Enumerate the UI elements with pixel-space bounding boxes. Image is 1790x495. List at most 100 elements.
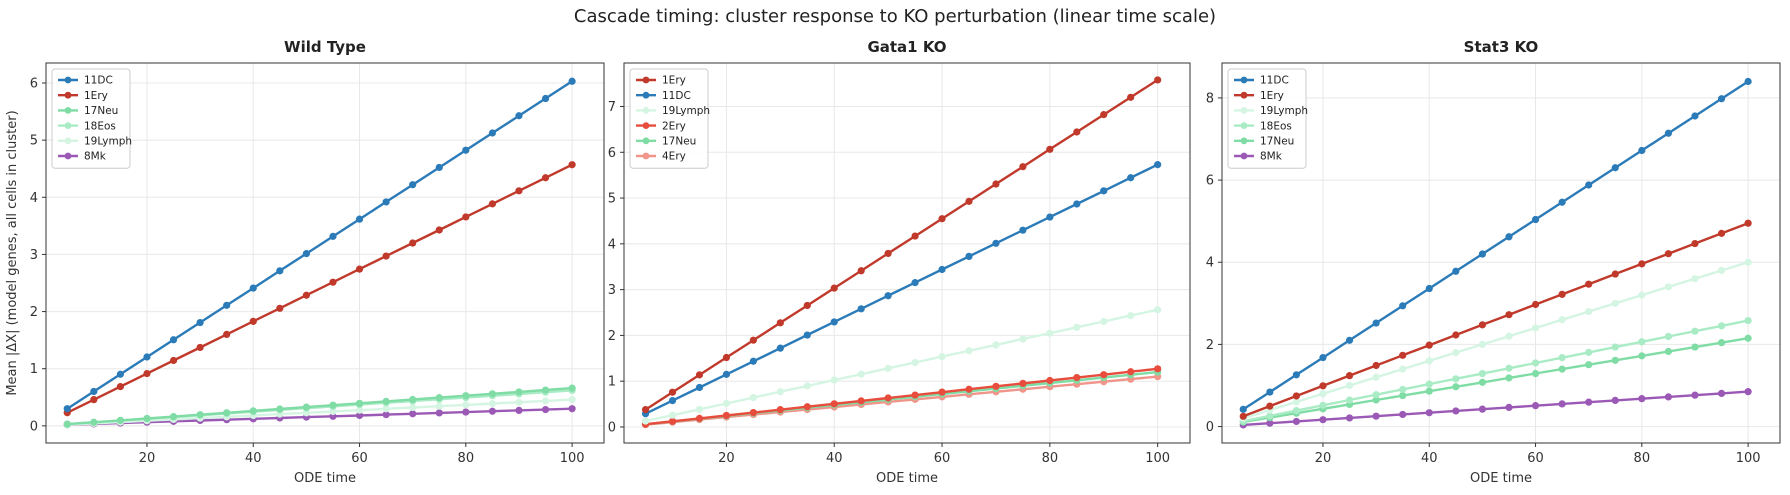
series-11DC [63, 77, 576, 413]
data-point-17Neu [302, 403, 310, 411]
data-point-2Ery [911, 391, 919, 399]
data-point-11DC [992, 239, 1000, 247]
series-line-17Neu [1243, 337, 1749, 424]
data-point-19Lymph [1611, 299, 1619, 307]
panel-title: Gata1 KO [867, 38, 946, 56]
y-tick-label: 6 [30, 77, 38, 92]
x-tick-label: 40 [245, 451, 262, 466]
legend-label-1Ery: 1Ery [84, 90, 108, 102]
data-point-11DC [1154, 161, 1162, 169]
data-point-11DC [722, 370, 731, 378]
data-point-1Ery [1664, 250, 1672, 258]
data-point-8Mk [1611, 396, 1619, 405]
data-point-17Neu [143, 414, 151, 423]
data-point-19Lymph [462, 401, 470, 409]
data-point-19Lymph [1372, 373, 1380, 381]
legend-marker-11DC [64, 76, 72, 84]
data-point-17Neu [63, 420, 71, 428]
data-point-8Mk [1425, 409, 1433, 417]
series-line-17Neu [67, 386, 573, 426]
data-point-19Lymph [515, 398, 523, 406]
data-point-1Ery [1372, 361, 1380, 370]
legend-label-18Eos: 18Eos [1260, 120, 1292, 132]
data-point-2Ery [992, 382, 1000, 390]
y-tick-label: 6 [608, 146, 616, 161]
data-point-2Ery [776, 406, 784, 414]
legend-marker-11DC [642, 91, 650, 99]
data-point-19Lymph [803, 382, 811, 390]
data-point-1Ery [776, 319, 784, 327]
legend-marker-1Ery [64, 91, 72, 99]
data-point-11DC [143, 353, 151, 361]
legend-label-17Neu: 17Neu [84, 105, 118, 117]
data-point-1Ery [409, 239, 417, 247]
data-point-1Ery [695, 371, 704, 379]
data-point-11DC [1691, 112, 1699, 120]
data-point-19Lymph [695, 405, 704, 413]
legend-label-11DC: 11DC [662, 90, 691, 102]
x-tick-label: 80 [458, 451, 475, 466]
data-point-1Ery [1399, 351, 1407, 359]
data-point-1Ery [1611, 270, 1619, 278]
data-point-1Ery [1638, 260, 1646, 268]
data-point-19Lymph [1531, 324, 1540, 332]
data-point-19Lymph [1452, 349, 1460, 357]
data-point-1Ery [1691, 239, 1699, 248]
data-point-11DC [302, 250, 310, 258]
data-point-1Ery [382, 252, 390, 260]
legend-label-2Ery: 2Ery [662, 120, 686, 132]
data-point-17Neu [435, 394, 443, 402]
data-point-11DC [803, 331, 811, 339]
data-point-1Ery [668, 388, 677, 396]
data-point-18Eos [1717, 322, 1726, 330]
series-line-11DC [645, 163, 1159, 415]
series-line-18Eos [1243, 319, 1749, 423]
data-point-11DC [1292, 371, 1300, 379]
x-tick-label: 40 [1421, 451, 1438, 466]
legend-marker-4Ery [642, 152, 650, 160]
data-point-17Neu [1505, 374, 1513, 382]
data-point-17Neu [515, 388, 523, 396]
data-point-18Eos [1372, 391, 1380, 399]
x-tick-label: 100 [1145, 451, 1170, 466]
data-point-2Ery [1046, 376, 1054, 385]
data-point-8Mk [1664, 393, 1672, 401]
data-point-19Lymph [884, 364, 892, 372]
data-point-11DC [911, 279, 919, 287]
data-point-17Neu [1399, 391, 1407, 400]
data-point-19Lymph [382, 405, 390, 413]
data-point-1Ery [803, 301, 811, 310]
legend-label-1Ery: 1Ery [1260, 90, 1284, 102]
data-point-11DC [568, 77, 576, 85]
data-point-1Ery [641, 405, 650, 414]
y-tick-label: 7 [608, 100, 616, 115]
series-8Mk [63, 405, 576, 429]
y-tick-label: 1 [608, 375, 616, 390]
data-point-19Lymph [1425, 357, 1433, 365]
data-point-19Lymph [1399, 365, 1407, 373]
data-point-17Neu [1531, 369, 1540, 378]
data-point-18Eos [1558, 354, 1566, 362]
data-point-1Ery [169, 356, 178, 365]
x-tick-label: 80 [1042, 451, 1059, 466]
data-point-11DC [223, 301, 231, 309]
series-11DC [641, 161, 1162, 418]
legend-label-19Lymph: 19Lymph [84, 136, 132, 148]
data-point-2Ery [803, 403, 811, 411]
data-point-19Lymph [1292, 398, 1300, 406]
data-point-19Lymph [1046, 329, 1054, 337]
series-line-19Lymph [67, 398, 573, 426]
data-point-17Neu [462, 392, 470, 400]
legend-marker-18Eos [1240, 122, 1248, 129]
data-point-1Ery [830, 284, 838, 292]
data-point-19Lymph [1345, 381, 1354, 390]
data-point-1Ery [1452, 331, 1460, 339]
data-point-17Neu [382, 397, 390, 406]
data-point-19Lymph [938, 353, 946, 361]
data-point-11DC [249, 284, 257, 292]
data-point-11DC [1531, 215, 1540, 224]
data-point-17Neu [1558, 365, 1566, 373]
y-tick-label: 4 [608, 237, 616, 252]
